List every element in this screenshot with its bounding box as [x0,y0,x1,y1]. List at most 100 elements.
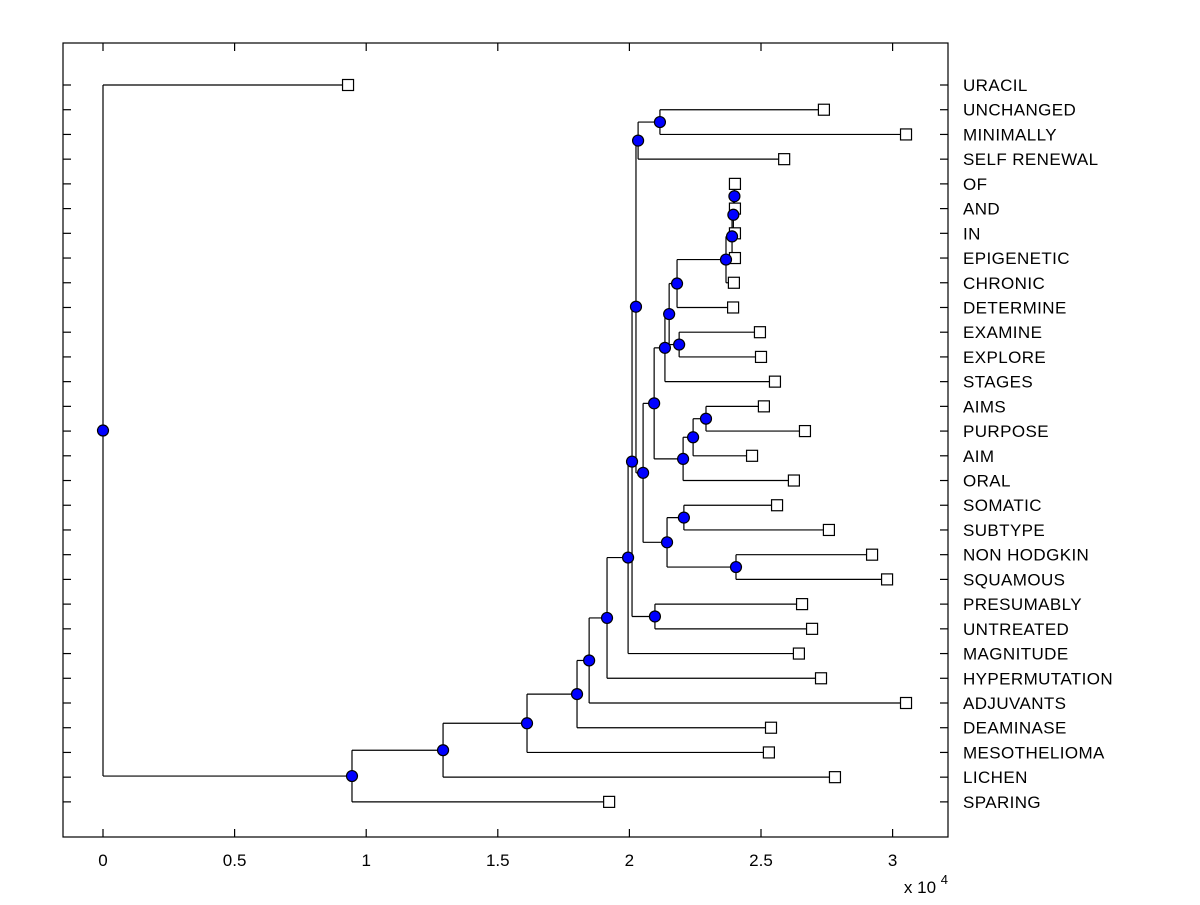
branch-node-marker [719,253,733,266]
branch-node-marker [625,455,639,468]
leaf-marker [787,474,801,487]
branch-node-marker [658,341,672,354]
leaf-marker [778,153,791,166]
leaf-marker [899,128,913,141]
branch-node-marker [729,560,743,574]
leaf-label: IN [963,224,981,243]
leaf-label: MESOTHELIOMA [963,743,1105,762]
node-markers [96,78,913,808]
leaf-marker [762,746,775,759]
leaf-marker [817,103,831,116]
branch-node-marker [676,452,690,465]
leaf-marker [757,400,770,413]
leaf-marker [728,177,742,190]
branch-node-marker [663,307,676,321]
leaf-marker [745,449,759,462]
leaf-label: STAGES [963,373,1033,392]
branch-node-marker [648,610,662,623]
leaf-label: UNTREATED [963,620,1069,639]
axis-ticks [63,43,948,837]
branch-node-marker [660,536,674,549]
leaf-marker [727,276,740,289]
leaf-label: EXAMINE [963,323,1042,342]
branch-node-marker [600,611,614,625]
x-axis-tick-label: 1 [361,851,370,870]
branch-node-marker [699,412,713,425]
leaf-marker [814,672,828,685]
branch-node-marker [725,230,739,243]
leaf-label: AIMS [963,397,1006,416]
x-axis-tick-label: 0 [98,851,107,870]
x-axis-tick-label: 2 [625,851,634,870]
leaf-label: SOMATIC [963,496,1042,515]
branch-node-marker [345,769,359,783]
leaf-marker [805,622,819,635]
leaf-marker [727,301,740,314]
branch-node-marker [673,338,686,351]
leaf-label: ORAL [963,472,1011,491]
branch-node-marker [727,208,740,221]
leaf-marker [828,771,842,784]
leaf-label: OF [963,175,987,194]
leaf-label: URACIL [963,76,1028,95]
branch-node-marker [670,277,684,290]
x-axis-tick-label: 1.5 [486,851,510,870]
leaf-label: NON HODGKIN [963,546,1089,565]
leaf-label: EPIGENETIC [963,249,1070,268]
branch-node-marker [570,687,584,701]
leaf-label: CHRONIC [963,274,1045,293]
branch-node-marker [436,744,450,757]
leaf-label: MAGNITUDE [963,645,1069,664]
leaf-marker [865,548,879,561]
leaf-label: SELF RENEWAL [963,150,1098,169]
branch-node-marker [653,115,667,129]
x-axis-tick-label: 2.5 [749,851,773,870]
leaf-label: ADJUVANTS [963,694,1066,713]
axes-box [62,42,949,838]
leaf-marker [603,795,616,808]
leaf-marker [792,647,806,660]
leaf-marker [754,350,768,364]
leaf-label: PURPOSE [963,422,1049,441]
leaf-label: SQUAMOUS [963,570,1065,589]
leaf-label: AIM [963,447,994,466]
leaf-marker [764,721,778,734]
branch-node-marker [636,466,650,479]
branch-node-marker [583,654,596,667]
leaf-label: DETERMINE [963,298,1067,317]
branch-node-marker [96,424,110,437]
leaf-marker [798,424,812,438]
leaf-label: PRESUMABLY [963,595,1082,614]
branch-node-marker [728,190,741,203]
leaf-marker [822,523,836,537]
leaf-marker [753,326,767,339]
leaf-label: UNCHANGED [963,101,1076,120]
leaf-label: HYPERMUTATION [963,669,1113,688]
branch-node-marker [631,134,645,147]
leaf-marker [880,573,894,586]
leaf-label: SUBTYPE [963,521,1045,540]
x-axis-multiplier-label: x 10 4 [904,872,948,897]
branch-node-marker [648,397,661,410]
branch-node-marker [621,551,635,564]
leaf-marker [768,375,782,388]
x-axis-tick-label: 3 [888,851,897,870]
leaf-label: MINIMALLY [963,125,1057,144]
axis-and-leaf-labels: 0 0.5 1 1.5 2 2.5 3 x 10 4 URACIL UNCHANGED MINIMA… [98,76,1113,897]
leaf-label: LICHEN [963,768,1028,787]
branch-node-marker [629,300,643,313]
branch-node-marker [686,431,700,444]
x-axis-tick-label: 0.5 [223,851,247,870]
leaf-marker [770,499,784,512]
leaf-label: AND [963,200,1000,219]
leaf-marker [795,598,809,611]
leaf-label: EXPLORE [963,348,1046,367]
leaf-marker [899,696,913,710]
leaf-label: SPARING [963,793,1041,812]
leaf-label: DEAMINASE [963,719,1067,738]
branch-node-marker [677,511,690,524]
branch-node-marker [520,717,534,730]
leaf-marker [341,78,355,92]
